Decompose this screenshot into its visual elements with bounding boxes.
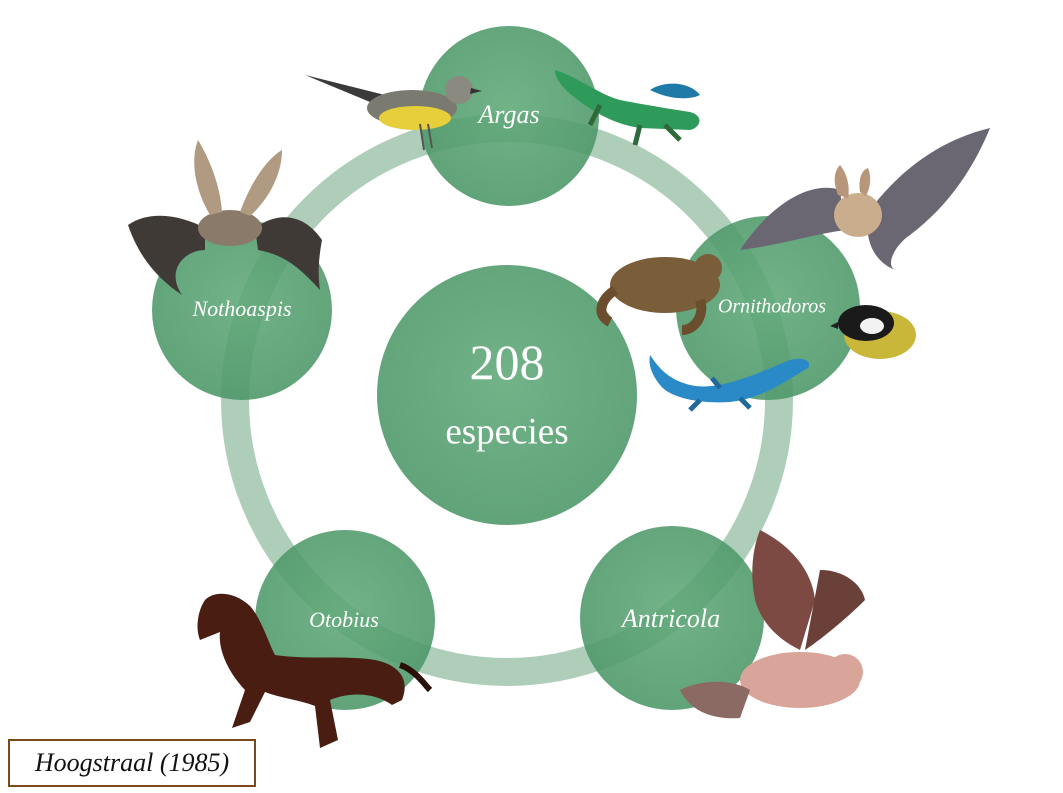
species-count: 208 [469, 334, 545, 390]
genus-circle-antricola [580, 526, 764, 710]
blue-lizard-icon [649, 355, 810, 412]
genus-label-otobius: Otobius [309, 607, 379, 632]
toad-icon [596, 254, 722, 335]
genus-label-ornithodoros: Ornithodoros [717, 295, 827, 318]
citation-box: Hoogstraal (1985) [8, 739, 256, 787]
green-lizard-icon [555, 70, 700, 146]
genus-circle-ornithodoros [676, 216, 860, 400]
genus-circle-argas [419, 26, 599, 206]
citation-text: Hoogstraal (1985) [34, 748, 230, 777]
fruit-bat-icon [680, 530, 865, 719]
wagtail-bird-icon [305, 75, 482, 151]
horse-icon [197, 593, 433, 748]
great-tit-bird-icon [830, 305, 916, 359]
grey-bat-icon [740, 128, 990, 270]
genus-label-argas: Argas [478, 100, 540, 129]
genus-label-nothoaspis: Nothoaspis [192, 296, 292, 321]
long-eared-bat-icon [128, 140, 322, 295]
center-circle [377, 265, 637, 525]
species-unit-label: especies [445, 411, 569, 453]
genus-circle-nothoaspis [152, 220, 332, 400]
genus-label-antricola: Antricola [621, 604, 721, 633]
